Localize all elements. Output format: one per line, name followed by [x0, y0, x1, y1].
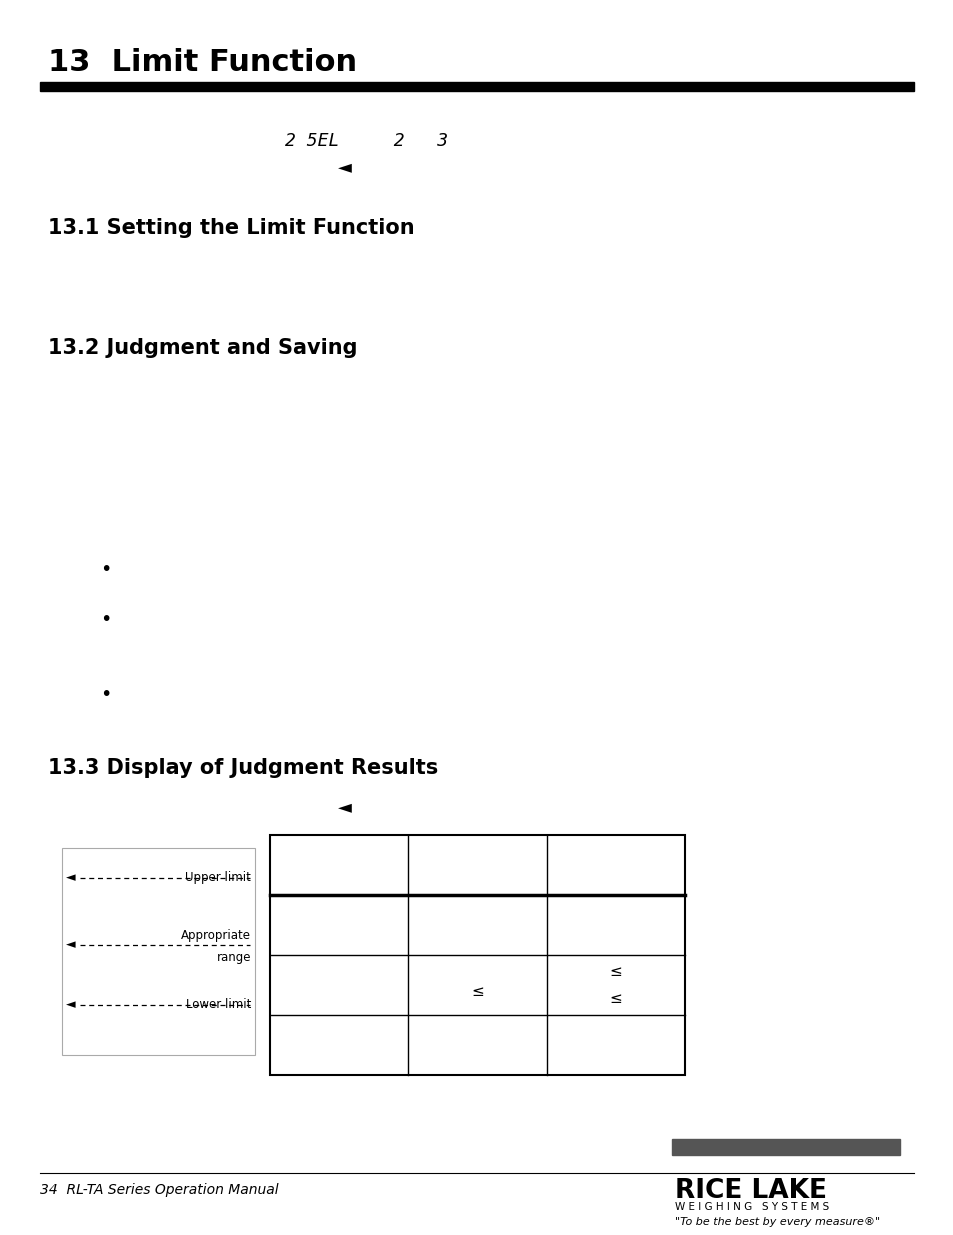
Text: RICE LAKE: RICE LAKE	[675, 1178, 826, 1204]
Text: •: •	[100, 559, 112, 579]
Text: ◄: ◄	[66, 939, 75, 951]
Text: ≤: ≤	[609, 990, 621, 1005]
Text: Lower limit: Lower limit	[186, 999, 251, 1011]
Text: 2 5EL     2   3: 2 5EL 2 3	[285, 132, 448, 149]
Text: ◄: ◄	[337, 158, 352, 177]
Text: "To be the best by every measure®": "To be the best by every measure®"	[675, 1216, 880, 1228]
Bar	[40, 82, 913, 91]
Text: ≤: ≤	[609, 965, 621, 979]
Text: 13  Limit Function: 13 Limit Function	[48, 48, 356, 77]
Bar	[671, 1139, 899, 1155]
Text: 13.1 Setting the Limit Function: 13.1 Setting the Limit Function	[48, 219, 415, 238]
Text: •: •	[100, 610, 112, 629]
Text: 34  RL-TA Series Operation Manual: 34 RL-TA Series Operation Manual	[40, 1183, 278, 1197]
Text: Upper limit: Upper limit	[185, 872, 251, 884]
Text: ◄: ◄	[337, 798, 352, 816]
Text: Appropriate: Appropriate	[181, 929, 251, 941]
Text: 13.3 Display of Judgment Results: 13.3 Display of Judgment Results	[48, 758, 437, 778]
Text: ◄: ◄	[66, 872, 75, 884]
Text: ◄: ◄	[66, 999, 75, 1011]
Text: W E I G H I N G   S Y S T E M S: W E I G H I N G S Y S T E M S	[675, 1202, 828, 1212]
Bar	[62, 848, 254, 1055]
Text: •: •	[100, 685, 112, 704]
Text: range: range	[216, 951, 251, 963]
Text: ≤: ≤	[471, 983, 483, 999]
Text: 13.2 Judgment and Saving: 13.2 Judgment and Saving	[48, 338, 357, 358]
Bar	[270, 835, 684, 1074]
